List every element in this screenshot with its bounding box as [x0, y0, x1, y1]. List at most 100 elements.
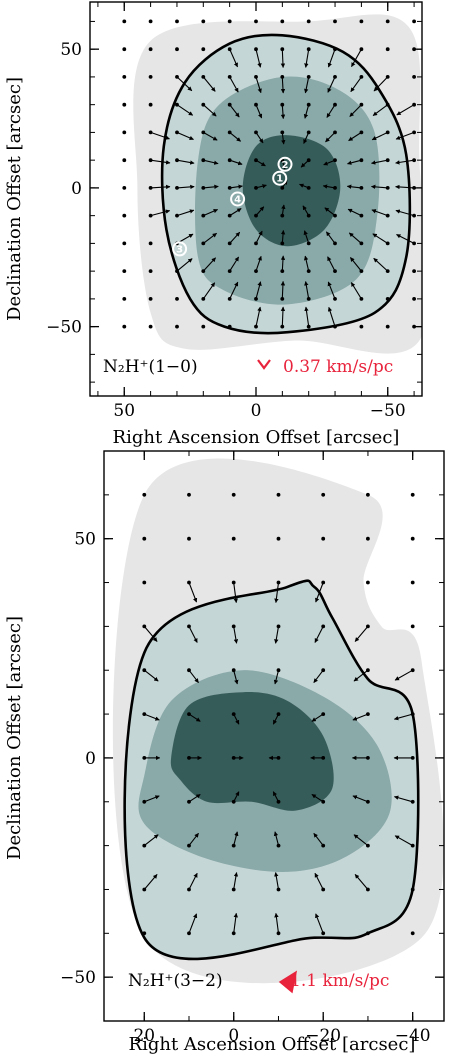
velocity-vector [203, 159, 219, 165]
grid-dot [201, 47, 206, 52]
velocity-vector [255, 206, 265, 216]
velocity-vector [303, 255, 310, 272]
grid-dot [227, 324, 232, 329]
velocity-vector [313, 669, 324, 683]
contour-level-4 [242, 135, 341, 247]
velocity-vector [255, 255, 262, 272]
velocity-vector [203, 184, 219, 189]
velocity-vector [188, 669, 199, 683]
velocity-vector [255, 281, 262, 300]
velocity-vector [229, 256, 240, 272]
y-tick-label: 0 [85, 749, 96, 769]
velocity-vector [229, 208, 242, 217]
velocity-vector [272, 791, 279, 803]
grid-dot [175, 19, 179, 24]
velocity-vector [304, 49, 310, 68]
source-marker [172, 241, 188, 257]
velocity-vector [299, 183, 309, 189]
velocity-vector [326, 104, 336, 118]
velocity-vector [352, 713, 369, 721]
grid-dot [231, 536, 236, 541]
velocity-vector [304, 281, 310, 299]
grid-dot [254, 297, 258, 301]
velocity-vector [393, 795, 413, 803]
grid-dot [187, 492, 191, 497]
grid-dot [359, 324, 364, 329]
velocity-vector [327, 306, 336, 327]
velocity-vector [346, 184, 362, 189]
velocity-vector [280, 255, 286, 272]
grid-dot [201, 19, 206, 24]
vector-arrows-layer [150, 48, 415, 327]
velocity-vector [327, 76, 336, 93]
velocity-vector [255, 76, 262, 94]
grid-dot [359, 19, 364, 24]
grid-dot [366, 492, 370, 497]
velocity-vector [188, 793, 201, 803]
velocity-vector [371, 209, 388, 217]
grid-dot [410, 887, 415, 892]
velocity-vector [304, 306, 310, 327]
grid-dot [142, 580, 147, 585]
grid-dot [254, 19, 258, 24]
source-label: 4 [234, 195, 241, 206]
velocity-vector [353, 834, 369, 847]
grid-dot [333, 19, 337, 24]
grid-dot [410, 492, 415, 497]
panel-label: N₂H⁺(3−2) [128, 971, 223, 991]
y-tick-label: 0 [71, 179, 82, 199]
x-tick-label: −50 [370, 401, 406, 421]
velocity-vector [280, 104, 286, 120]
grid-dot [142, 536, 147, 541]
velocity-vector [303, 230, 310, 244]
grid-dot [276, 668, 281, 673]
velocity-vector [233, 872, 239, 890]
velocity-vector [229, 131, 241, 142]
source-marker [230, 191, 246, 207]
velocity-vector [281, 160, 286, 170]
velocity-vector [203, 131, 218, 141]
velocity-vector [143, 874, 158, 890]
velocity-vector [351, 48, 362, 67]
velocity-vector [274, 872, 280, 890]
grid-dot [148, 241, 153, 246]
grid-dot [306, 19, 311, 24]
grid-dot [333, 47, 337, 52]
velocity-vector [274, 912, 280, 934]
velocity-vector [144, 795, 160, 803]
grid-dot [122, 324, 127, 329]
velocity-vector [272, 713, 279, 725]
grid-dot [148, 19, 153, 24]
velocity-vector [229, 48, 239, 68]
velocity-vector [349, 257, 362, 272]
vector-arrows-layer [143, 582, 413, 934]
x-axis-title: Right Ascension Offset [arcsec] [129, 1034, 416, 1055]
source-marker [277, 156, 293, 172]
velocity-vector [202, 76, 216, 92]
grid-dot [254, 47, 258, 52]
grid-dot [148, 102, 153, 107]
grid-dot [306, 47, 311, 52]
velocity-vector [327, 256, 336, 272]
velocity-vector [372, 104, 389, 117]
velocity-vector [280, 229, 286, 244]
velocity-vector [281, 132, 286, 145]
y-tick-label: −50 [46, 318, 82, 338]
velocity-vector [176, 184, 195, 190]
velocity-vector [303, 132, 310, 144]
x-tick-label: −40 [395, 1026, 431, 1046]
grid-dot [148, 269, 153, 273]
velocity-vector [327, 49, 336, 68]
grid-dot [254, 75, 258, 79]
velocity-vector [202, 257, 217, 272]
y-axis-title: Declination Offset [arcsec] [4, 616, 25, 860]
velocity-vector [315, 913, 324, 934]
velocity-vector [325, 231, 336, 244]
velocity-vector [311, 793, 324, 803]
velocity-vector [350, 282, 362, 300]
velocity-vector [229, 104, 240, 118]
velocity-vector [395, 159, 415, 165]
velocity-vector [188, 626, 198, 643]
x-tick-label: 0 [228, 1026, 239, 1046]
velocity-vector [144, 713, 160, 721]
